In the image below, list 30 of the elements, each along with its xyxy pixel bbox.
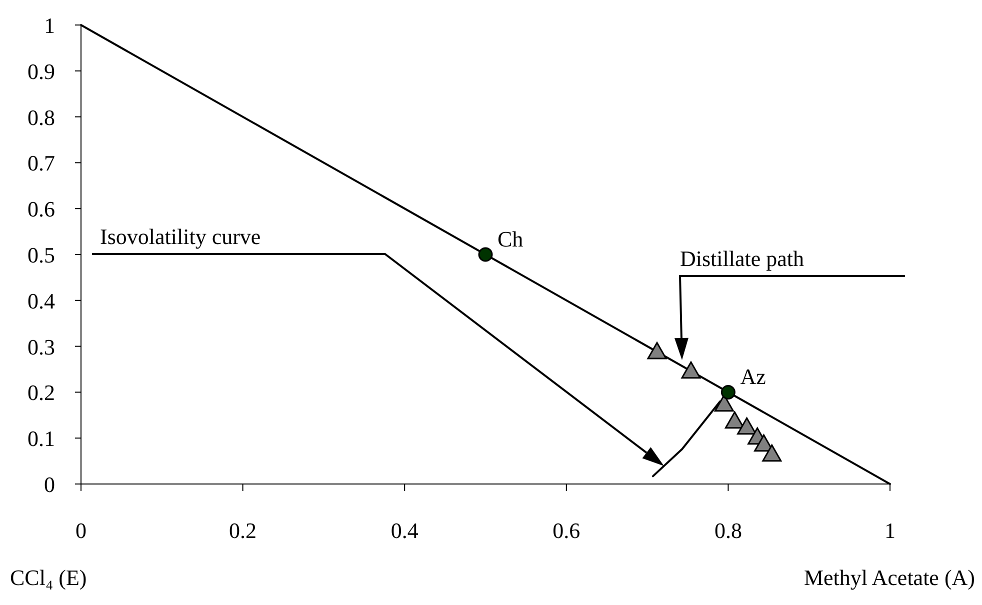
x-tick-label: 0.8 [714, 518, 742, 543]
annotation: Isovolatility curve [100, 224, 261, 249]
x-tick-label: 0.4 [390, 518, 418, 543]
point [762, 444, 782, 462]
y-tick-label: 0.4 [28, 288, 55, 314]
y-tick-label: 1 [44, 13, 55, 38]
point [647, 342, 667, 360]
y-tick-label: 0.1 [28, 426, 55, 452]
x-tick-label: 0.2 [229, 518, 257, 543]
point [478, 247, 493, 262]
y-tick-label: 0.5 [28, 242, 55, 268]
y-tick-label: 0.7 [28, 150, 55, 176]
point [737, 417, 757, 435]
annotation: Ch [498, 226, 524, 252]
x-axis-title: Methyl Acetate (A) [804, 565, 975, 590]
text: CCl₄ (E) [10, 565, 87, 590]
y-tick-label: 0.6 [28, 196, 55, 222]
annotation: Az [740, 364, 766, 390]
point [724, 411, 744, 429]
y-tick-label: 0.9 [28, 58, 55, 84]
x-tick-label: 0.6 [552, 518, 580, 543]
point [720, 384, 736, 400]
annotation: Distillate path [680, 246, 804, 271]
y-tick-label: 0.3 [28, 334, 55, 360]
y-tick-label: 0.8 [28, 104, 55, 130]
y-tick-label: 0.2 [28, 380, 55, 406]
y-tick-label: 0 [44, 472, 55, 497]
x-tick-label: 1 [884, 518, 896, 543]
x-tick-label: 0 [76, 518, 86, 543]
point [681, 361, 701, 379]
